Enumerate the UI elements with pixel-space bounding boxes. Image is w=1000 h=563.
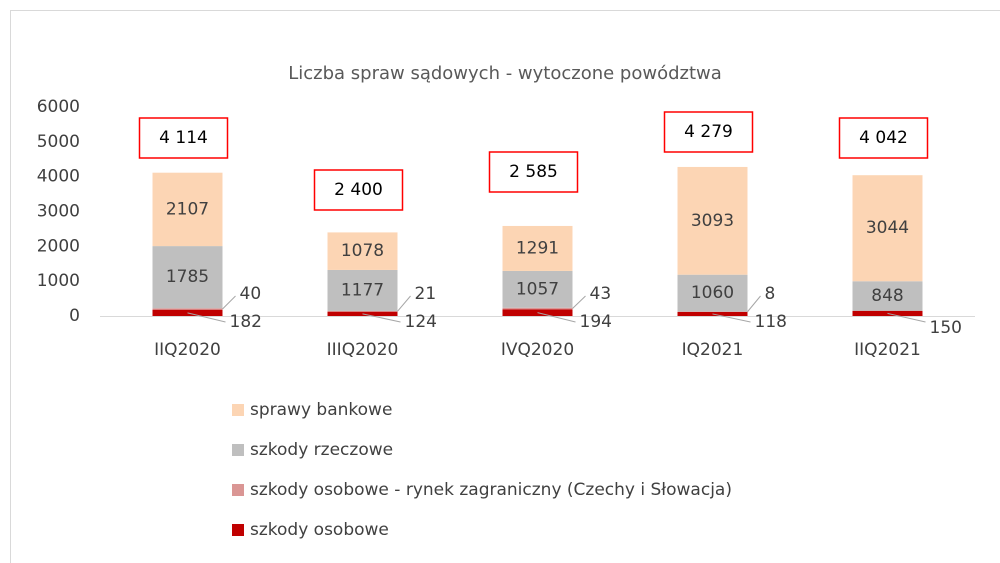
y-tick-label: 5000 bbox=[37, 132, 80, 152]
data-label: 8 bbox=[765, 284, 776, 304]
data-label: 1060 bbox=[691, 283, 734, 303]
total-box bbox=[663, 111, 754, 153]
y-tick-label: 4000 bbox=[37, 167, 80, 187]
total-box bbox=[138, 117, 229, 159]
data-label: 118 bbox=[755, 312, 787, 332]
data-label: 1057 bbox=[516, 279, 559, 299]
data-label: 3044 bbox=[866, 218, 909, 238]
data-label: 150 bbox=[930, 318, 962, 338]
y-tick-label: 2000 bbox=[37, 236, 80, 256]
leader-line bbox=[887, 312, 926, 323]
legend-swatch bbox=[232, 484, 244, 496]
data-label: 21 bbox=[415, 284, 437, 304]
total-label: 4 042 bbox=[859, 128, 908, 148]
y-tick-label: 3000 bbox=[37, 202, 80, 222]
bar-segment bbox=[677, 166, 748, 275]
data-label: 848 bbox=[871, 286, 903, 306]
bar-segment bbox=[677, 274, 748, 312]
bar-segment bbox=[327, 269, 398, 311]
y-tick-label: 1000 bbox=[37, 271, 80, 291]
y-tick-label: 6000 bbox=[37, 97, 80, 117]
bar-segment bbox=[152, 246, 223, 309]
legend-swatch bbox=[232, 524, 244, 536]
leader-line bbox=[397, 295, 411, 312]
leader-line bbox=[712, 313, 751, 323]
x-tick-label: IIQ2020 bbox=[154, 340, 221, 360]
bar-segment bbox=[327, 232, 398, 270]
legend-swatch bbox=[232, 404, 244, 416]
leader-line bbox=[362, 313, 401, 323]
total-box bbox=[313, 169, 404, 211]
bar-segment bbox=[152, 172, 223, 247]
leader-line bbox=[222, 295, 236, 310]
data-label: 3093 bbox=[691, 211, 734, 231]
x-tick-label: IIQ2021 bbox=[854, 340, 921, 360]
x-tick-label: IVQ2020 bbox=[501, 340, 574, 360]
total-label: 4 114 bbox=[159, 128, 208, 148]
legend-label: szkody osobowe bbox=[250, 520, 389, 540]
bar-segment bbox=[327, 310, 398, 312]
data-label: 182 bbox=[230, 312, 262, 332]
data-label: 1785 bbox=[166, 267, 209, 287]
data-label: 1177 bbox=[341, 280, 384, 300]
bar-segment bbox=[852, 175, 923, 282]
total-box bbox=[838, 117, 929, 159]
total-label: 4 279 bbox=[684, 122, 733, 142]
data-label: 194 bbox=[580, 312, 612, 332]
data-label: 40 bbox=[240, 284, 262, 304]
legend-label: sprawy bankowe bbox=[250, 400, 392, 420]
data-label: 43 bbox=[590, 284, 612, 304]
data-label: 1078 bbox=[341, 241, 384, 261]
chart-title: Liczba spraw sądowych - wytoczone powódz… bbox=[288, 63, 722, 84]
leader-line bbox=[747, 295, 761, 313]
x-tick-label: IIIQ2020 bbox=[327, 340, 399, 360]
data-label: 124 bbox=[405, 312, 437, 332]
bar-segment bbox=[852, 281, 923, 311]
legend-label: szkody rzeczowe bbox=[250, 440, 393, 460]
bar-segment bbox=[502, 225, 573, 271]
y-tick-label: 0 bbox=[69, 306, 80, 326]
total-label: 2 400 bbox=[334, 180, 383, 200]
legend-label: szkody osobowe - rynek zagraniczny (Czec… bbox=[250, 480, 732, 500]
bar-segment bbox=[152, 308, 223, 310]
legend-swatch bbox=[232, 444, 244, 456]
total-label: 2 585 bbox=[509, 162, 558, 182]
data-label: 2107 bbox=[166, 199, 209, 219]
leader-line bbox=[572, 295, 586, 309]
leader-line bbox=[187, 312, 226, 323]
bar-segment bbox=[502, 270, 573, 308]
leader-line bbox=[537, 312, 576, 323]
x-tick-label: IQ2021 bbox=[682, 340, 744, 360]
total-box bbox=[488, 151, 579, 193]
data-label: 1291 bbox=[516, 238, 559, 258]
bar-segment bbox=[502, 307, 573, 310]
